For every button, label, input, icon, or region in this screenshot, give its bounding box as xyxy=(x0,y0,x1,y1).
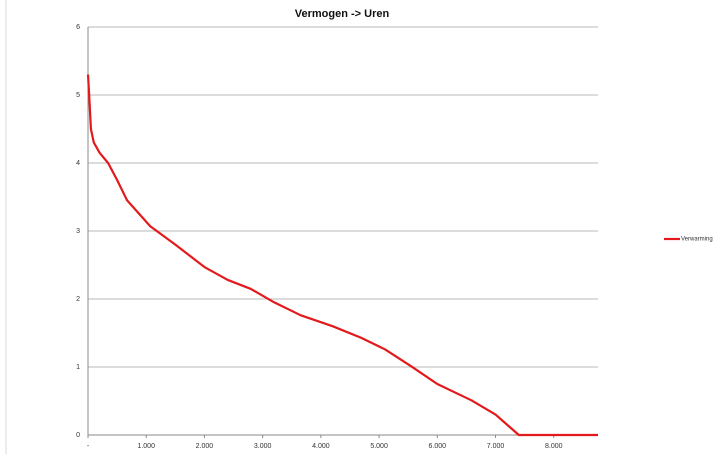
y-tick-label: 6 xyxy=(76,24,80,31)
x-tick-label: 6.000 xyxy=(429,443,447,450)
y-tick-label: 0 xyxy=(76,432,80,439)
y-tick-label: 1 xyxy=(76,364,80,371)
y-tick-label: 5 xyxy=(76,92,80,99)
y-tick-label: 2 xyxy=(76,296,80,303)
data-line xyxy=(86,74,598,437)
x-tick-label: 4.000 xyxy=(312,443,330,450)
y-tick-label: 3 xyxy=(76,228,80,235)
x-tick-label: 7.000 xyxy=(487,443,505,450)
chart-title: Vermogen -> Uren xyxy=(295,8,390,20)
x-tick-label: 8.000 xyxy=(545,443,563,450)
x-tick-label: - xyxy=(87,443,90,450)
x-tick-label: 2.000 xyxy=(196,443,214,450)
x-tick-label: 5.000 xyxy=(370,443,388,450)
y-tick-label: 4 xyxy=(76,160,80,167)
legend-label: Verwarming xyxy=(681,237,713,243)
x-tick-label: 3.000 xyxy=(254,443,272,450)
x-tick-label: 1.000 xyxy=(137,443,155,450)
